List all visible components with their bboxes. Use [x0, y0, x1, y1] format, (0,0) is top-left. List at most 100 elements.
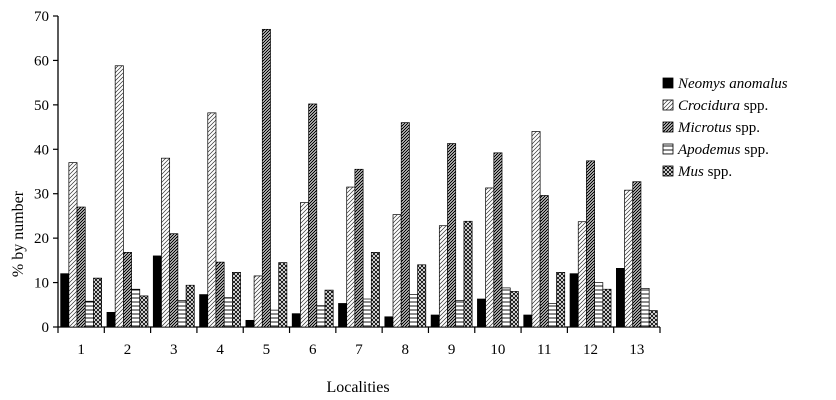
legend-label-suffix: spp. — [732, 120, 760, 136]
bar — [569, 273, 579, 328]
x-tick-label: 9 — [448, 342, 456, 358]
bar — [455, 299, 465, 328]
x-axis-title: Localities — [326, 379, 389, 396]
bar — [346, 186, 356, 328]
legend-swatch — [662, 165, 674, 177]
bar — [131, 288, 141, 328]
y-tick-label: 70 — [34, 9, 49, 25]
bar — [106, 311, 116, 328]
bars — [60, 28, 658, 328]
y-tick-label: 40 — [34, 142, 49, 158]
legend-swatch — [662, 77, 674, 89]
bar — [438, 225, 448, 328]
bar — [556, 272, 566, 328]
x-axis-ticks: 1 2 3 4 5 6 7 8 9 10 11 12 13 — [57, 327, 661, 358]
bar — [370, 252, 380, 328]
legend-label: Mus spp. — [677, 164, 732, 180]
bar — [463, 220, 473, 328]
bar — [400, 122, 410, 328]
bar — [586, 160, 595, 328]
x-tick-label: 10 — [490, 342, 505, 358]
y-tick-label: 10 — [34, 276, 49, 292]
legend-label: Crocidura spp. — [678, 98, 768, 114]
bar — [245, 319, 255, 328]
x-tick-label: 6 — [309, 342, 317, 358]
bar — [278, 262, 288, 328]
bar — [93, 277, 103, 328]
bar — [60, 273, 70, 328]
legend-label-italic: Crocidura — [678, 98, 740, 114]
bar — [477, 298, 486, 328]
x-tick-label: 8 — [402, 342, 410, 358]
bar — [493, 152, 503, 328]
bar — [207, 112, 217, 328]
bar — [316, 305, 326, 328]
bar — [139, 295, 149, 328]
x-tick-label: 1 — [77, 342, 85, 358]
legend-item: Crocidura spp. — [662, 98, 768, 114]
bar — [640, 287, 650, 328]
legend-swatch — [662, 143, 674, 155]
legend-label-suffix: spp. — [740, 98, 768, 114]
bar — [300, 202, 309, 328]
y-tick-label: 0 — [42, 320, 50, 336]
bar — [539, 195, 549, 328]
y-tick-label: 60 — [34, 53, 49, 69]
bar — [602, 288, 612, 328]
bar — [84, 300, 94, 328]
bar — [632, 181, 642, 328]
bar — [509, 291, 519, 328]
legend-label: Apodemus spp. — [677, 142, 769, 158]
series-1 — [68, 65, 634, 328]
bar — [324, 289, 334, 328]
legend-label: Microtus spp. — [677, 120, 760, 136]
y-tick-label: 50 — [34, 98, 49, 114]
legend-item: Apodemus spp. — [662, 142, 769, 158]
x-tick-label: 4 — [216, 342, 224, 358]
legend-item: Neomys anomalus — [662, 76, 788, 92]
legend-label-italic: Neomys anomalus — [677, 76, 788, 92]
legend-label-suffix: spp. — [741, 142, 769, 158]
bar — [270, 309, 280, 328]
bar — [430, 314, 440, 328]
bar — [308, 103, 318, 328]
bar — [392, 214, 402, 328]
series-4 — [93, 220, 658, 328]
bar — [362, 298, 372, 328]
legend-label-italic: Apodemus — [677, 142, 741, 158]
bar — [594, 282, 604, 328]
bar — [161, 157, 171, 328]
x-tick-label: 13 — [629, 342, 644, 358]
x-tick-label: 12 — [583, 342, 598, 358]
bar — [215, 261, 225, 328]
bar — [199, 294, 209, 328]
bar — [501, 287, 511, 328]
bar — [624, 189, 634, 328]
bar — [417, 264, 427, 328]
bar — [485, 187, 495, 328]
bar — [232, 272, 241, 328]
bar — [68, 162, 78, 328]
bar — [114, 65, 124, 328]
bar — [648, 310, 658, 328]
bar — [384, 316, 394, 328]
legend-swatch — [662, 121, 674, 133]
bar — [354, 168, 364, 328]
legend-swatch — [662, 99, 674, 111]
bar — [531, 131, 541, 328]
x-tick-label: 2 — [124, 342, 132, 358]
legend-item: Microtus spp. — [662, 120, 760, 136]
bar — [338, 303, 348, 328]
x-tick-label: 11 — [537, 342, 551, 358]
bar — [523, 314, 533, 328]
legend-label-italic: Mus — [677, 164, 704, 180]
bar — [547, 303, 557, 328]
bar — [223, 297, 233, 328]
y-axis-ticks: 0 10 20 30 40 50 60 70 — [34, 9, 58, 336]
bar — [615, 268, 625, 328]
bar — [177, 299, 187, 328]
bar — [253, 275, 263, 328]
bar — [152, 255, 162, 328]
